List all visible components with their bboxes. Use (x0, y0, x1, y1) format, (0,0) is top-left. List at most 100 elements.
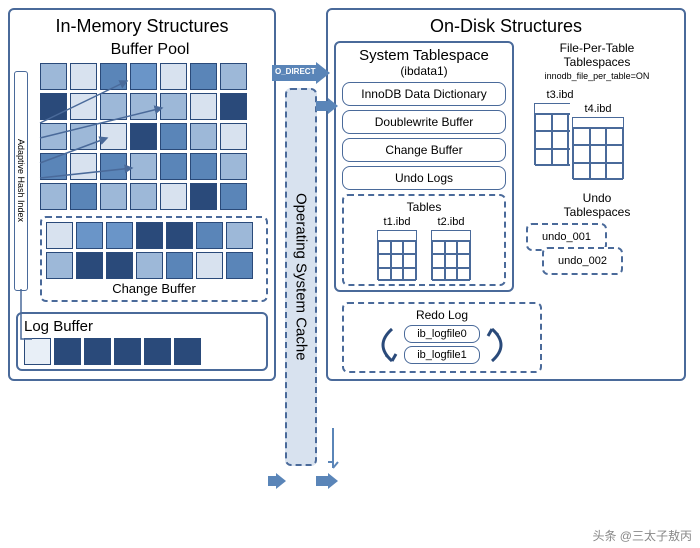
grid-cell (106, 222, 133, 249)
grid-cell (70, 123, 97, 150)
redo-file-1: ib_logfile1 (404, 346, 480, 364)
grid-cell (220, 93, 247, 120)
change-buffer-box: Change Buffer (40, 216, 268, 302)
grid-cell (100, 183, 127, 210)
undo-file: undo_002 (542, 247, 623, 275)
tablespace-file-label: t2.ibd (431, 216, 471, 228)
sys-ts-item: InnoDB Data Dictionary (342, 82, 506, 106)
log-buffer-grid (24, 338, 260, 365)
grid-cell (174, 338, 201, 365)
grid-cell (130, 123, 157, 150)
grid-cell (100, 63, 127, 90)
sys-tables-title: Tables (348, 200, 500, 214)
grid-cell (100, 93, 127, 120)
fpt-title: File-Per-TableTablespaces (522, 41, 672, 69)
grid-cell (76, 222, 103, 249)
undo-ts-title: UndoTablespaces (522, 191, 672, 219)
grid-cell (190, 183, 217, 210)
grid-cell (160, 93, 187, 120)
grid-cell (160, 123, 187, 150)
grid-cell (40, 63, 67, 90)
middle-region: O_DIRECT Operating System Cache (276, 8, 326, 381)
sys-tables-box: Tables t1.ibd t2.ibd (342, 194, 506, 286)
grid-cell (40, 93, 67, 120)
change-buffer-grid (46, 222, 262, 279)
grid-cell (226, 222, 253, 249)
grid-cell (136, 252, 163, 279)
grid-cell (70, 183, 97, 210)
tablespace-file: t2.ibd (431, 216, 471, 280)
grid-cell (40, 183, 67, 210)
in-memory-title: In-Memory Structures (16, 16, 268, 37)
o-direct-label: O_DIRECT (275, 67, 315, 76)
grid-cell (130, 183, 157, 210)
ondisk-right-col: File-Per-TableTablespaces innodb_file_pe… (522, 41, 672, 292)
tablespace-file-label: t3.ibd (534, 89, 586, 101)
in-memory-panel: In-Memory Structures Buffer Pool Adaptiv… (8, 8, 276, 381)
grid-cell (70, 63, 97, 90)
grid-cell (130, 63, 157, 90)
ahi-connector (14, 289, 34, 379)
grid-cell (114, 338, 141, 365)
redo-log-box: Redo Log ib_logfile0 ib_logfile1 (342, 302, 542, 373)
grid-cell (220, 123, 247, 150)
grid-cell (100, 153, 127, 180)
buffer-pool-title: Buffer Pool (32, 41, 268, 59)
grid-cell (196, 252, 223, 279)
table-icon (572, 117, 624, 179)
ahi-label: Adaptive Hash Index (16, 139, 26, 222)
grid-cell (100, 123, 127, 150)
grid-cell (220, 63, 247, 90)
fpt-config: innodb_file_per_table=ON (522, 71, 672, 81)
grid-cell (160, 153, 187, 180)
table-icon (431, 230, 471, 280)
os-cache-label: Operating System Cache (293, 193, 310, 361)
grid-cell (76, 252, 103, 279)
grid-cell (166, 222, 193, 249)
grid-cell (70, 153, 97, 180)
sys-to-redo-connector (326, 428, 340, 478)
tablespace-file-label: t4.ibd (572, 103, 624, 115)
grid-cell (190, 153, 217, 180)
grid-cell (40, 123, 67, 150)
redo-arrow-left (372, 323, 398, 367)
table-icon (377, 230, 417, 280)
sys-ts-item: Change Buffer (342, 138, 506, 162)
grid-cell (84, 338, 111, 365)
redo-log-title: Redo Log (350, 308, 534, 322)
grid-cell (46, 222, 73, 249)
grid-cell (220, 153, 247, 180)
grid-cell (226, 252, 253, 279)
on-disk-title: On-Disk Structures (334, 16, 678, 37)
log-buffer-box: Log Buffer (16, 312, 268, 371)
redo-file-0: ib_logfile0 (404, 325, 480, 343)
grid-cell (54, 338, 81, 365)
arrow-logbuf-to-cache (268, 473, 286, 489)
grid-cell (190, 63, 217, 90)
watermark: 头条 @三太子敖丙 (592, 527, 692, 544)
system-tablespace-box: System Tablespace (ibdata1) InnoDB Data … (334, 41, 514, 292)
grid-cell (160, 183, 187, 210)
ahi-sidebar: Adaptive Hash Index (14, 71, 28, 291)
grid-cell (190, 123, 217, 150)
grid-cell (136, 222, 163, 249)
grid-cell (130, 93, 157, 120)
tablespace-file-label: t1.ibd (377, 216, 417, 228)
sys-ts-items: InnoDB Data Dictionary Doublewrite Buffer… (342, 82, 506, 190)
on-disk-panel: On-Disk Structures System Tablespace (ib… (326, 8, 686, 381)
o-direct-arrow: O_DIRECT (272, 62, 330, 84)
redo-arrow-right (486, 323, 512, 367)
tablespace-file: t1.ibd (377, 216, 417, 280)
sys-ts-item: Doublewrite Buffer (342, 110, 506, 134)
grid-cell (144, 338, 171, 365)
grid-cell (220, 183, 247, 210)
sys-ts-title: System Tablespace (342, 47, 506, 64)
grid-cell (190, 93, 217, 120)
grid-cell (130, 153, 157, 180)
undo-ts-region: UndoTablespaces undo_001undo_002 (522, 191, 672, 289)
buffer-pool-region: Buffer Pool Adaptive Hash Index (16, 41, 268, 302)
grid-cell (160, 63, 187, 90)
grid-cell (196, 222, 223, 249)
sys-ts-subtitle: (ibdata1) (342, 64, 506, 78)
log-buffer-title: Log Buffer (24, 318, 260, 335)
